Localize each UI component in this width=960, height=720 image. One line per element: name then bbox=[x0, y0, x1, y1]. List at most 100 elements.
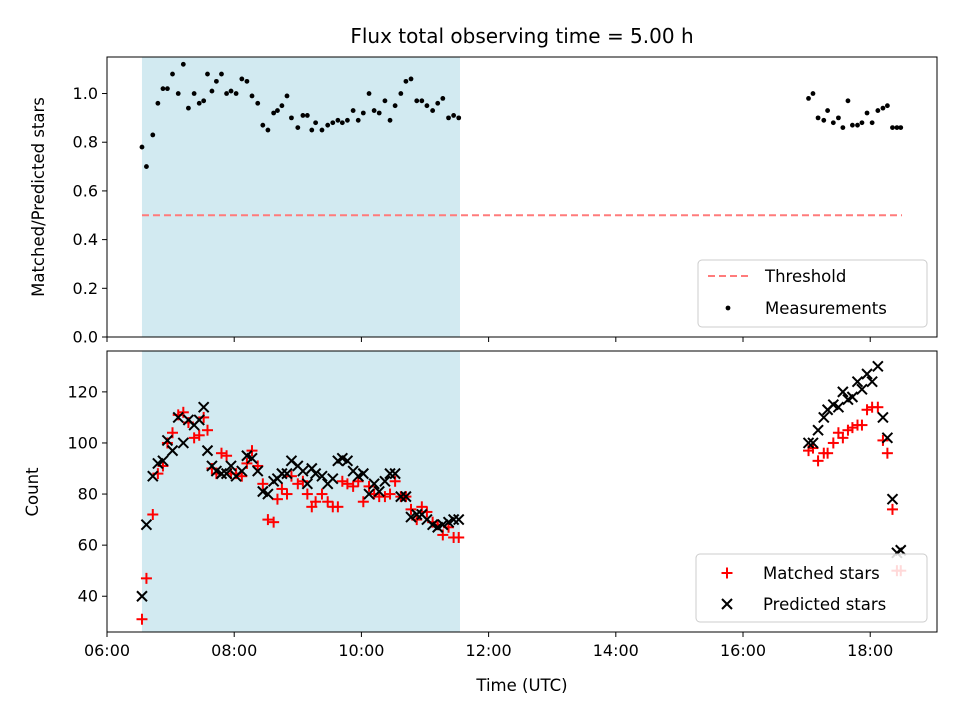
measurement-point bbox=[821, 117, 827, 123]
measurement-point bbox=[144, 164, 149, 169]
predicted-star-d2 bbox=[316, 470, 328, 482]
predicted-star-d2 bbox=[182, 414, 195, 426]
measurement-point bbox=[840, 125, 846, 131]
measurement-point bbox=[864, 110, 870, 116]
measurement-point bbox=[295, 125, 301, 131]
measurement-point bbox=[155, 100, 161, 106]
predicted-star-d2 bbox=[309, 467, 322, 480]
matched-star-point bbox=[271, 493, 283, 505]
measurement-point bbox=[446, 115, 451, 121]
matched-star-point bbox=[136, 613, 148, 625]
predicted-star-point bbox=[316, 470, 328, 482]
predicted-star-point bbox=[861, 368, 873, 380]
predicted-star-d2 bbox=[405, 511, 417, 523]
matched-star-point bbox=[846, 422, 858, 434]
measurement-point bbox=[387, 117, 393, 123]
predicted-star-point bbox=[177, 437, 190, 449]
predicted-star-point bbox=[157, 455, 169, 467]
predicted-star-d2 bbox=[851, 375, 864, 388]
predicted-star-point bbox=[437, 519, 449, 531]
ratio-axis-ticks: 0.0 0.2 0.4 0.6 0.8 1.0 bbox=[73, 84, 871, 347]
predicted-star-d2 bbox=[341, 455, 354, 467]
measurement-point bbox=[255, 100, 261, 106]
measurement-point bbox=[350, 108, 356, 113]
measurement-point bbox=[213, 78, 219, 84]
predicted-star-d2 bbox=[818, 411, 830, 424]
ratio-marks bbox=[139, 61, 904, 217]
predicted-star-point bbox=[368, 478, 380, 490]
predicted-star-point bbox=[309, 467, 322, 480]
count-plot-frame bbox=[106, 350, 938, 633]
predicted-star-d2 bbox=[373, 485, 385, 498]
predicted-star-d2 bbox=[395, 490, 407, 503]
measurement-point bbox=[810, 91, 816, 96]
measurement-point bbox=[424, 103, 430, 109]
measurement-point bbox=[419, 98, 425, 104]
predicted-star-d2 bbox=[177, 437, 190, 449]
predicted-star-d2 bbox=[225, 460, 237, 472]
predicted-star-d2 bbox=[416, 508, 428, 521]
x-axis-label: Time (UTC) bbox=[475, 676, 567, 695]
matched-star-point bbox=[193, 429, 205, 441]
measurement-point bbox=[309, 127, 315, 133]
matched-star-point bbox=[201, 424, 213, 436]
predicted-star-d2 bbox=[166, 444, 179, 457]
predicted-star-point bbox=[881, 432, 894, 444]
measurements-series bbox=[139, 61, 904, 169]
predicted-star-point bbox=[384, 467, 396, 480]
measurement-point bbox=[875, 108, 881, 113]
measurement-point bbox=[339, 120, 345, 126]
matched-star-point bbox=[384, 488, 396, 500]
measurement-point bbox=[249, 93, 255, 99]
predicted-star-point bbox=[872, 360, 884, 373]
measurement-point bbox=[859, 120, 865, 126]
measurement-point bbox=[289, 115, 294, 121]
predicted-star-d2 bbox=[210, 465, 223, 477]
matched-star-point bbox=[336, 475, 348, 487]
predicted-legend-label: Predicted stars bbox=[763, 595, 886, 614]
measurement-point bbox=[335, 117, 341, 123]
matched-star-point bbox=[301, 488, 313, 500]
predicted-star-d2 bbox=[827, 398, 840, 411]
predicted-star-d2 bbox=[411, 508, 423, 521]
predicted-star-d2 bbox=[447, 513, 460, 526]
predicted-star-d2 bbox=[241, 450, 253, 462]
count-marks bbox=[136, 360, 907, 625]
predicted-star-d2 bbox=[379, 475, 391, 487]
measurement-point bbox=[325, 122, 331, 128]
measurement-point bbox=[825, 108, 831, 113]
matched-star-point bbox=[276, 483, 288, 495]
measurement-point bbox=[884, 103, 890, 109]
predicted-star-point bbox=[166, 444, 179, 457]
predicted-stars-series bbox=[136, 360, 907, 602]
measurement-point bbox=[456, 115, 462, 121]
measurement-point bbox=[836, 115, 841, 121]
count-axis-ticks: 06:00 08:00 10:00 12:00 14:00 16:00 18:00 40 60 8… bbox=[67, 382, 893, 660]
ratio-plot-frame bbox=[106, 56, 938, 338]
measurement-point bbox=[319, 127, 325, 133]
predicted-star-point bbox=[389, 467, 401, 480]
predicted-star-d2 bbox=[172, 411, 184, 424]
measurement-point bbox=[890, 125, 895, 131]
count-y-tick-label: 60 bbox=[78, 536, 98, 555]
predicted-star-d2 bbox=[812, 424, 824, 436]
predicted-star-d2 bbox=[437, 519, 449, 531]
measurement-point bbox=[180, 61, 186, 67]
measurement-point bbox=[165, 86, 170, 92]
measurement-point bbox=[403, 78, 409, 84]
measurement-point bbox=[205, 71, 210, 77]
predicted-star-d2 bbox=[136, 590, 148, 602]
measurement-point bbox=[228, 88, 234, 94]
matched-star-point bbox=[856, 419, 868, 431]
predicted-star-point bbox=[327, 473, 339, 485]
predicted-star-d2 bbox=[157, 455, 169, 467]
predicted-star-point bbox=[453, 513, 465, 526]
predicted-star-point bbox=[846, 391, 859, 403]
matched-star-point bbox=[405, 503, 417, 515]
predicted-star-d2 bbox=[357, 467, 370, 480]
matched-star-point bbox=[297, 475, 309, 487]
predicted-star-point bbox=[225, 460, 237, 472]
predicted-star-d2 bbox=[193, 414, 205, 426]
predicted-star-d2 bbox=[856, 383, 868, 396]
measurement-point bbox=[376, 110, 382, 116]
